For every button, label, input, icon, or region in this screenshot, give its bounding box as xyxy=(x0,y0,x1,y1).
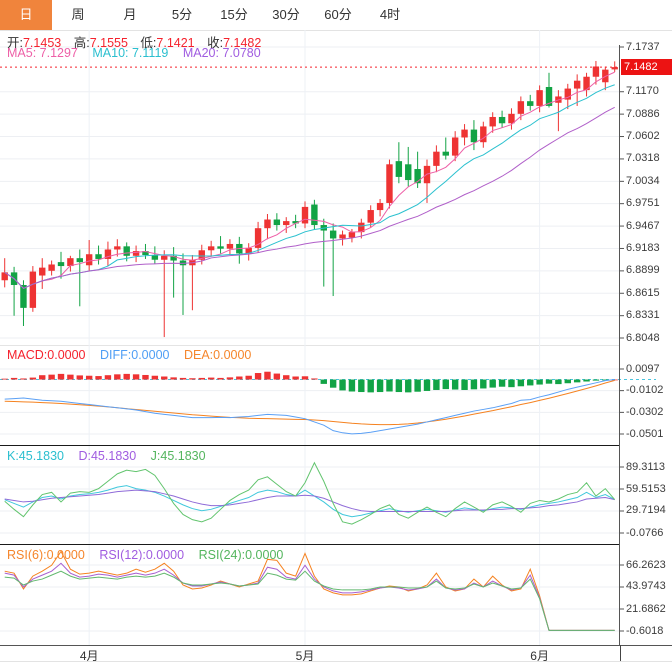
open-label: 开: xyxy=(7,36,23,50)
axis-tick-label: 89.3113 xyxy=(626,460,665,473)
bottom-divider xyxy=(0,661,672,662)
axis-tick-label: 7.1170 xyxy=(626,85,659,98)
axis-tick-label: 7.1737 xyxy=(626,40,660,53)
tab-15min[interactable]: 15分 xyxy=(220,7,248,22)
diff-value: DIFF:0.0000 xyxy=(100,348,170,362)
main-candlestick-panel[interactable] xyxy=(0,30,672,345)
axis-tick-label: 6.9467 xyxy=(626,219,660,232)
high-value: 7.1555 xyxy=(89,36,128,50)
rsi24-value: RSI(24):0.0000 xyxy=(198,548,284,562)
macd-value: MACD:0.0000 xyxy=(7,348,86,362)
axis-tick-label: 6.8899 xyxy=(626,264,660,277)
axis-tick-label: 7.0034 xyxy=(626,174,660,187)
d-value: D:45.1830 xyxy=(78,449,137,463)
low-value: 7.1421 xyxy=(156,36,195,50)
axis-tick-label: 7.0886 xyxy=(626,107,660,120)
ma5-value: MA5: 7.1297 xyxy=(7,46,78,60)
j-value: J:45.1830 xyxy=(150,449,206,463)
kdj-panel[interactable] xyxy=(0,446,672,545)
tab-30min[interactable]: 30分 xyxy=(272,7,300,22)
axis-tick-label: 7.0602 xyxy=(626,130,660,143)
rsi-panel[interactable] xyxy=(0,545,672,645)
axis-tick-label: 29.7194 xyxy=(626,504,666,517)
ma10-value: MA10: 7.1119 xyxy=(92,46,169,60)
rsi-header-row: RSI(6):0.0000 RSI(12):0.0000 RSI(24):0.0… xyxy=(7,548,294,562)
axis-tick-label: 6.8615 xyxy=(626,286,660,299)
tab-weekly[interactable]: 周 xyxy=(71,7,85,22)
axis-tick-label: -0.6018 xyxy=(626,624,664,637)
close-value: 7.1482 xyxy=(223,36,262,50)
tab-daily[interactable]: 日 xyxy=(0,0,52,30)
axis-tick-label: 6.8331 xyxy=(626,309,660,322)
tab-4hour[interactable]: 4时 xyxy=(379,7,401,22)
axis-tick-label: 0.0097 xyxy=(626,362,660,375)
k-value: K:45.1830 xyxy=(7,449,64,463)
macd-header-row: MACD:0.0000 DIFF:0.0000 DEA:0.0000 xyxy=(7,348,262,362)
last-price-badge: 7.1482 xyxy=(621,59,672,76)
axis-tick-label: 59.5153 xyxy=(626,482,666,495)
month-label: 4月 xyxy=(79,649,99,663)
dea-value: DEA:0.0000 xyxy=(183,348,252,362)
axis-tick-label: -0.0102 xyxy=(626,384,664,397)
tab-5min[interactable]: 5分 xyxy=(171,7,193,22)
axis-tick-label: 7.0318 xyxy=(626,152,660,165)
tab-monthly[interactable]: 月 xyxy=(123,7,137,22)
tab-60min[interactable]: 60分 xyxy=(324,7,352,22)
rsi6-value: RSI(6):0.0000 xyxy=(7,548,85,562)
axis-tick-label: -0.0766 xyxy=(626,526,664,539)
month-label: 5月 xyxy=(295,649,315,663)
axis-tick-label: 6.8048 xyxy=(626,331,660,344)
macd-panel[interactable] xyxy=(0,345,672,446)
axis-tick-label: 6.9183 xyxy=(626,241,660,254)
month-label: 6月 xyxy=(530,649,549,663)
ma-row: MA5: 7.1297 MA10: 7.1119 MA20: 7.0780 xyxy=(7,46,272,60)
high-label: 高: xyxy=(73,36,90,50)
low-label: 低: xyxy=(140,36,157,50)
kdj-header-row: K:45.1830 D:45.1830 J:45.1830 xyxy=(7,449,217,463)
axis-tick-label: 43.9743 xyxy=(626,580,666,593)
x-axis: 4月 5月 6月 xyxy=(0,645,672,663)
axis-tick-label: -0.0302 xyxy=(626,405,664,418)
ma20-value: MA20: 7.0780 xyxy=(182,46,261,60)
axis-corner-border xyxy=(620,645,621,661)
close-label: 收: xyxy=(207,36,224,50)
axis-tick-label: -0.0501 xyxy=(626,427,664,440)
timeframe-tabbar: 日 周 月 5分 15分 30分 60分 4时 xyxy=(0,0,672,31)
axis-tick-label: 66.2623 xyxy=(626,558,666,571)
rsi12-value: RSI(12):0.0000 xyxy=(99,548,185,562)
open-value: 7.1453 xyxy=(22,36,62,50)
ohlc-row: 开:7.1453 高:7.1555 低:7.1421 收:7.1482 xyxy=(7,32,270,51)
axis-tick-label: 6.9751 xyxy=(626,197,660,210)
axis-tick-label: 21.6862 xyxy=(626,602,666,615)
